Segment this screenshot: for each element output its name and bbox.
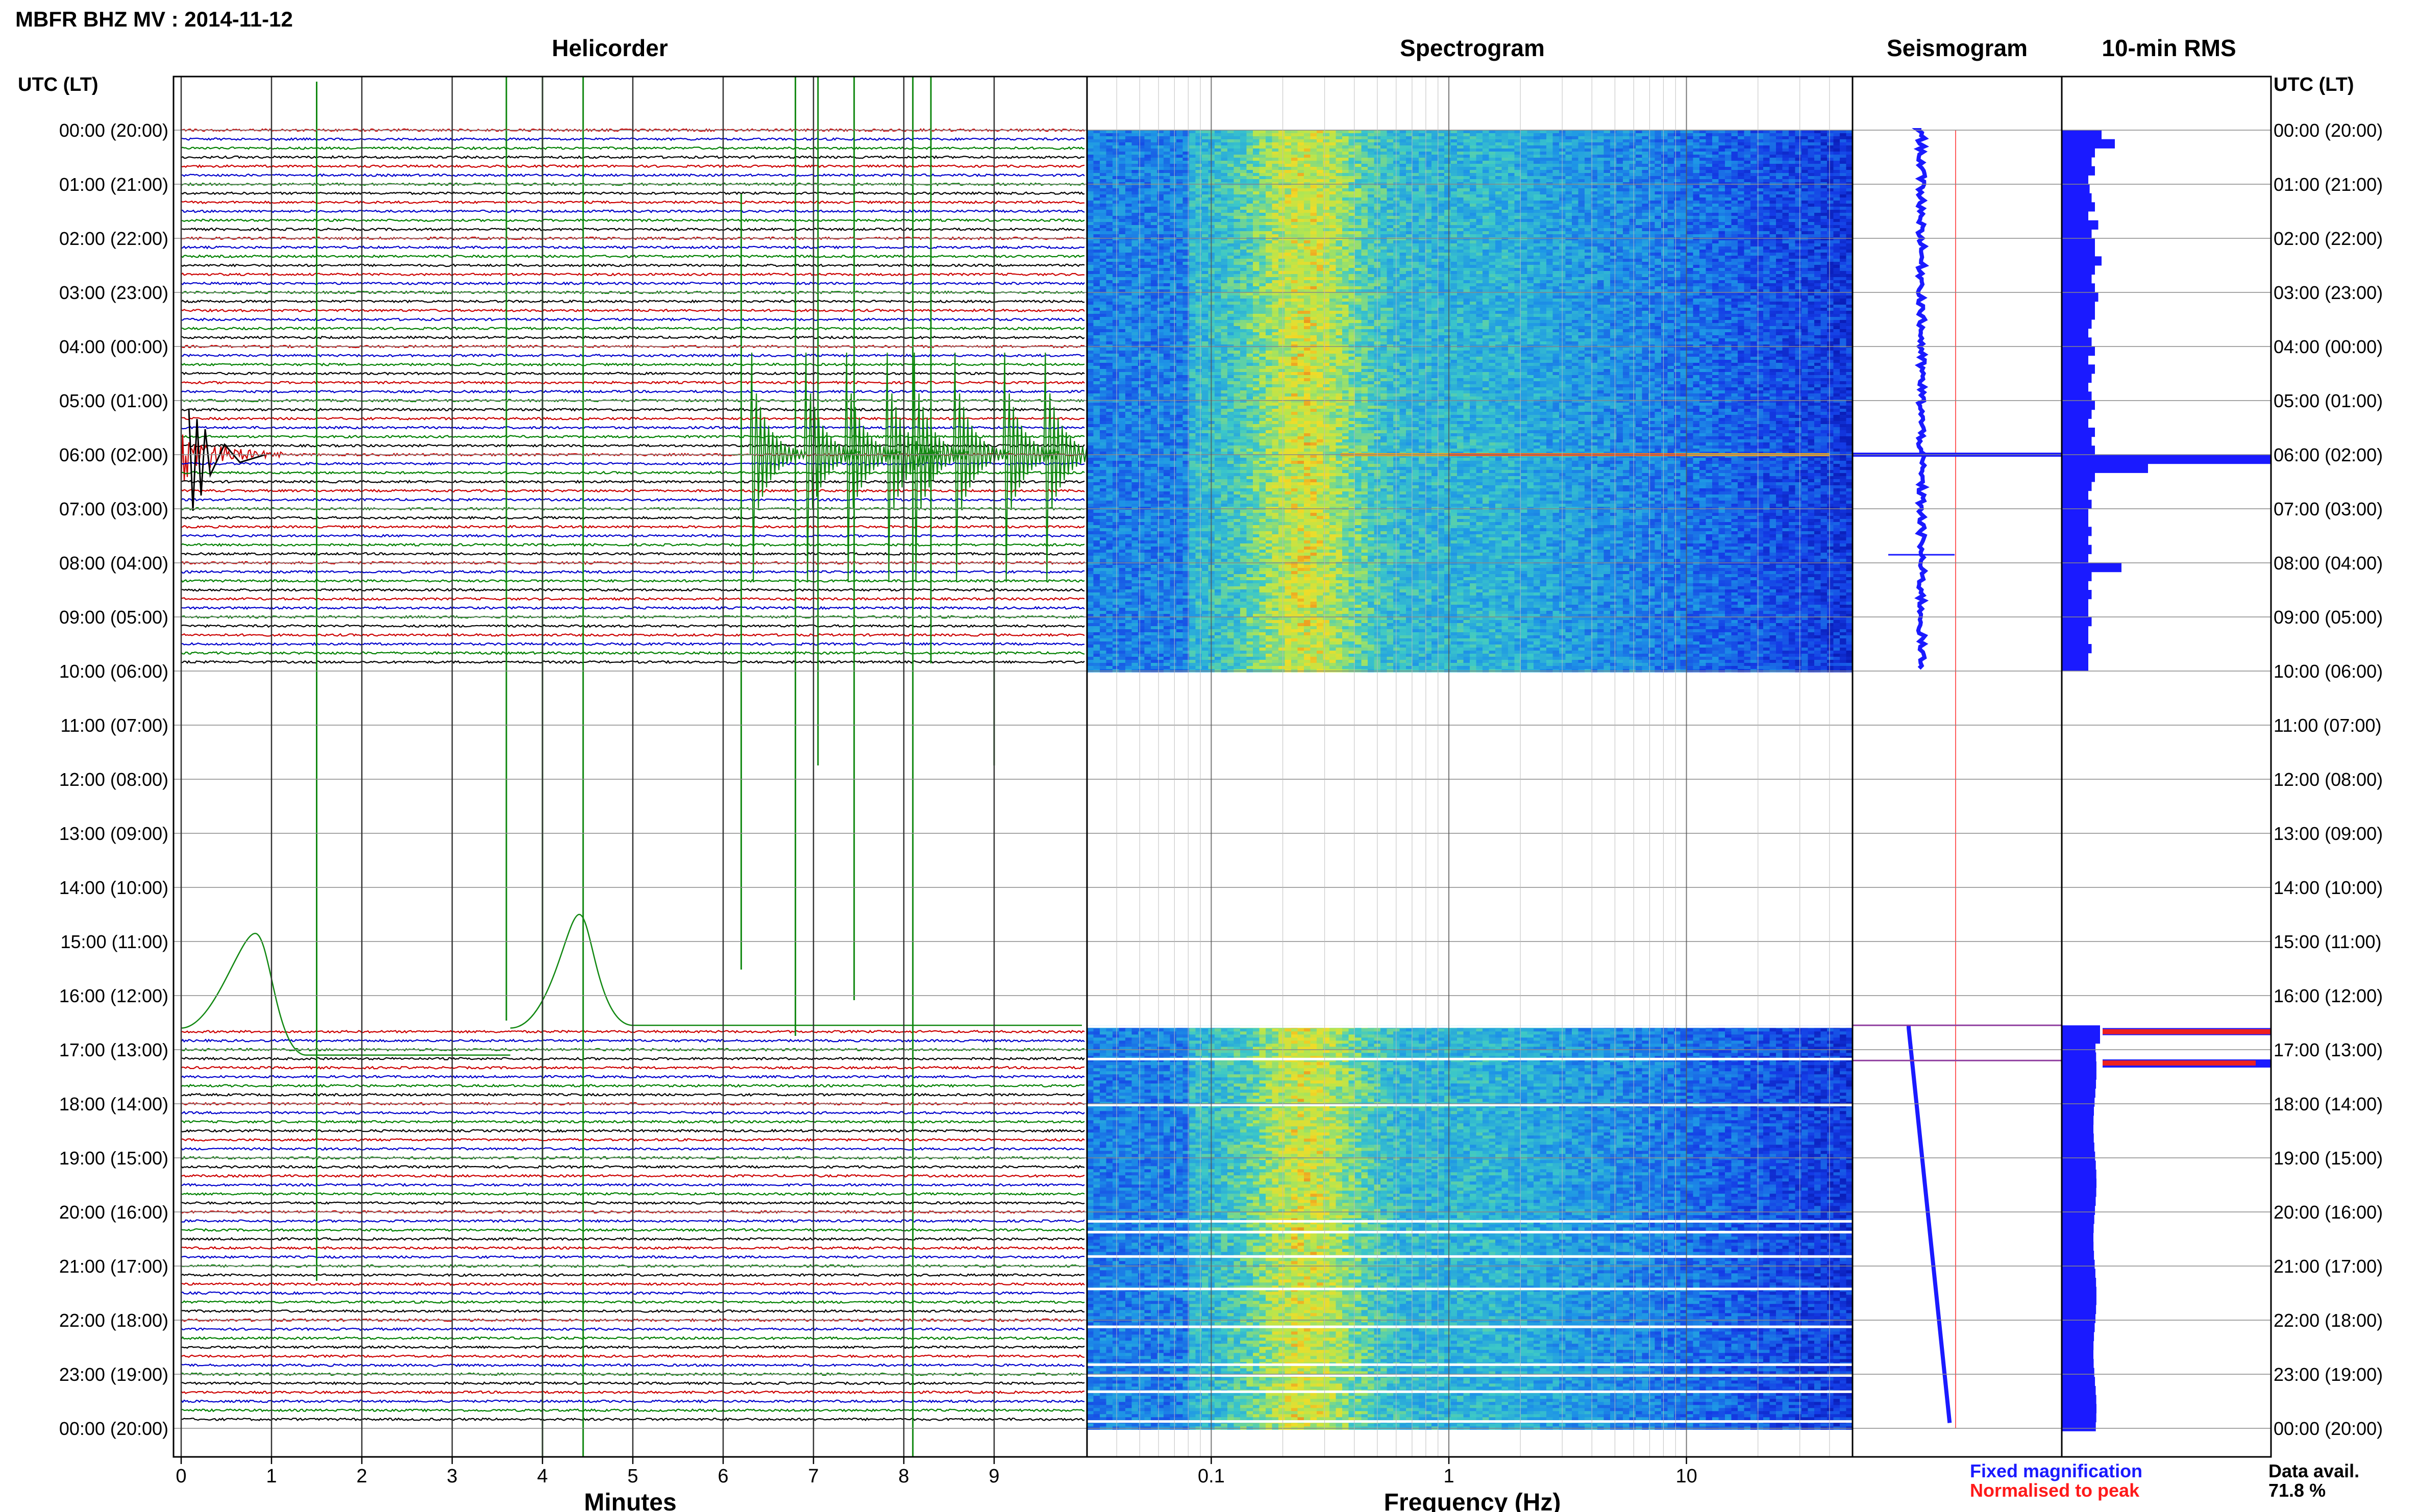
helicorder-tick-label: 7 xyxy=(808,1466,819,1487)
hour-label-left: 08:00 (04:00) xyxy=(59,553,168,574)
hour-label-right: 14:00 (10:00) xyxy=(2274,877,2383,898)
hour-label-left: 23:00 (19:00) xyxy=(59,1364,168,1385)
hour-label-right: 02:00 (22:00) xyxy=(2274,228,2383,249)
hour-label-right: 10:00 (06:00) xyxy=(2274,661,2383,682)
rms-title: 10-min RMS xyxy=(2102,35,2236,61)
legend-fixed-magnification: Fixed magnification xyxy=(1970,1460,2142,1481)
hour-label-left: 05:00 (01:00) xyxy=(59,390,168,411)
hour-label-left: 07:00 (03:00) xyxy=(59,499,168,519)
hour-label-right: 19:00 (15:00) xyxy=(2274,1148,2383,1169)
time-axis-label-right: UTC (LT) xyxy=(2274,74,2354,95)
helicorder-tick-label: 8 xyxy=(898,1466,909,1487)
helicorder-tick-label: 6 xyxy=(718,1466,728,1487)
hour-label-right: 00:00 (20:00) xyxy=(2274,120,2383,141)
hour-label-left: 10:00 (06:00) xyxy=(59,661,168,682)
helicorder-tick-label: 5 xyxy=(627,1466,638,1487)
time-axis-label-left: UTC (LT) xyxy=(18,74,98,95)
hour-label-right: 18:00 (14:00) xyxy=(2274,1094,2383,1114)
figure-title: MBFR BHZ MV : 2014-11-12 xyxy=(15,7,293,31)
spectrogram-tick-label: 1 xyxy=(1443,1466,1454,1487)
hour-label-left: 00:00 (20:00) xyxy=(59,1418,168,1439)
hour-label-left: 17:00 (13:00) xyxy=(59,1039,168,1060)
hour-label-right: 01:00 (21:00) xyxy=(2274,174,2383,195)
hour-label-right: 08:00 (04:00) xyxy=(2274,553,2383,574)
hour-label-left: 13:00 (09:00) xyxy=(59,823,168,844)
seismogram-title: Seismogram xyxy=(1887,35,2028,61)
seismogram-panel xyxy=(1853,77,2062,1457)
hour-label-left: 00:00 (20:00) xyxy=(59,120,168,141)
hour-label-left: 02:00 (22:00) xyxy=(59,228,168,249)
helicorder-tick-label: 1 xyxy=(266,1466,277,1487)
helicorder-tick-label: 0 xyxy=(176,1466,186,1487)
legend-normalised-to-peak: Normalised to peak xyxy=(1970,1480,2140,1501)
hour-label-left: 22:00 (18:00) xyxy=(59,1310,168,1331)
hour-label-right: 09:00 (05:00) xyxy=(2274,607,2383,628)
helicorder-xlabel: Minutes xyxy=(584,1489,676,1512)
hour-label-right: 03:00 (23:00) xyxy=(2274,282,2383,303)
helicorder-tick-label: 9 xyxy=(989,1466,999,1487)
helicorder-tick-label: 3 xyxy=(447,1466,457,1487)
hour-label-right: 06:00 (02:00) xyxy=(2274,444,2383,465)
spectrogram-panel xyxy=(1087,130,1853,1430)
hour-label-left: 20:00 (16:00) xyxy=(59,1202,168,1223)
hour-label-left: 21:00 (17:00) xyxy=(59,1256,168,1277)
hour-label-right: 11:00 (07:00) xyxy=(2274,715,2381,736)
hour-label-right: 23:00 (19:00) xyxy=(2274,1364,2383,1385)
rms-panel xyxy=(2062,77,2271,1457)
hour-label-left: 12:00 (08:00) xyxy=(59,769,168,790)
axis-ticks: 0 1 2 3 4 5 6 7 8 9 0.1 1 10 xyxy=(176,1457,1697,1487)
spectrogram-xlabel: Frequency (Hz) xyxy=(1384,1489,1561,1512)
hour-label-right: 00:00 (20:00) xyxy=(2274,1418,2383,1439)
helicorder-tick-label: 4 xyxy=(537,1466,548,1487)
hour-label-right: 15:00 (11:00) xyxy=(2274,931,2381,952)
helicorder-title: Helicorder xyxy=(552,35,668,61)
hour-label-right: 21:00 (17:00) xyxy=(2274,1256,2383,1277)
data-avail-value: 71.8 % xyxy=(2268,1480,2326,1501)
hour-label-left: 04:00 (00:00) xyxy=(59,336,168,357)
hour-label-left: 14:00 (10:00) xyxy=(59,877,168,898)
hour-label-left: 03:00 (23:00) xyxy=(59,282,168,303)
hour-label-right: 12:00 (08:00) xyxy=(2274,769,2383,790)
hour-label-right: 20:00 (16:00) xyxy=(2274,1202,2383,1223)
data-avail-label: Data avail. xyxy=(2268,1460,2359,1481)
hour-label-right: 05:00 (01:00) xyxy=(2274,390,2383,411)
hour-label-left: 18:00 (14:00) xyxy=(59,1094,168,1114)
hour-label-right: 13:00 (09:00) xyxy=(2274,823,2383,844)
hour-label-left: 15:00 (11:00) xyxy=(61,931,168,952)
hour-label-left: 19:00 (15:00) xyxy=(59,1148,168,1169)
hour-label-right: 17:00 (13:00) xyxy=(2274,1039,2383,1060)
hour-label-left: 01:00 (21:00) xyxy=(59,174,168,195)
hour-label-right: 22:00 (18:00) xyxy=(2274,1310,2383,1331)
hour-label-left: 11:00 (07:00) xyxy=(61,715,168,736)
spectrogram-tick-label: 0.1 xyxy=(1198,1466,1225,1487)
hour-label-right: 16:00 (12:00) xyxy=(2274,985,2383,1006)
hour-label-right: 04:00 (00:00) xyxy=(2274,336,2383,357)
hour-label-left: 06:00 (02:00) xyxy=(59,444,168,465)
helicorder-tick-label: 2 xyxy=(356,1466,367,1487)
hour-label-left: 09:00 (05:00) xyxy=(59,607,168,628)
spectrogram-tick-label: 10 xyxy=(1675,1466,1697,1487)
spectrogram-title: Spectrogram xyxy=(1400,35,1545,61)
hour-label-left: 16:00 (12:00) xyxy=(59,985,168,1006)
hour-label-right: 07:00 (03:00) xyxy=(2274,499,2383,519)
